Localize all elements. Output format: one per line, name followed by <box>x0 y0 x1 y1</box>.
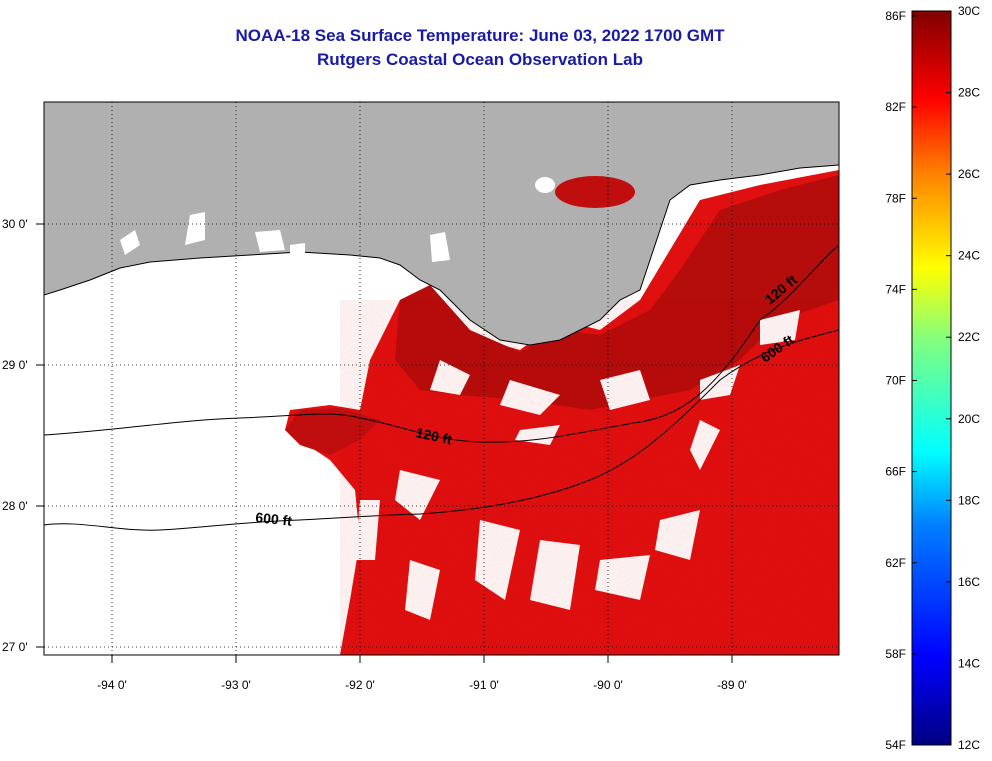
colorbar-c-label: 28C <box>958 86 980 100</box>
title-line-2: Rutgers Coastal Ocean Observation Lab <box>317 50 643 69</box>
map-area: 120 ft 600 ft 120 ft 600 ft <box>44 102 839 655</box>
title-line-1: NOAA-18 Sea Surface Temperature: June 03… <box>235 26 725 45</box>
colorbar-c-label: 30C <box>958 4 980 18</box>
lon-label: -91 0' <box>469 678 499 692</box>
lon-label: -92 0' <box>345 678 375 692</box>
lake-cloud <box>535 177 555 193</box>
colorbar-f-label: 66F <box>885 465 906 479</box>
colorbar-f-label: 74F <box>885 282 906 296</box>
colorbar-c-label: 22C <box>958 330 980 344</box>
colorbar-f-label: 62F <box>885 556 906 570</box>
lon-label: -89 0' <box>717 678 747 692</box>
lake-pontchartrain <box>555 176 635 208</box>
lat-label: 29 0' <box>2 358 28 372</box>
contour-label-120ft-a: 120 ft <box>414 424 453 447</box>
colorbar-f-labels: 86F 82F 78F 74F 70F 66F 62F 58F 54F <box>885 9 906 752</box>
colorbar-f-label: 78F <box>885 191 906 205</box>
axis-ticks <box>36 223 733 663</box>
colorbar-f-label: 86F <box>885 9 906 23</box>
isobaths <box>44 244 839 531</box>
colorbar-f-label: 54F <box>885 738 906 752</box>
lat-label: 27 0' <box>2 640 28 654</box>
colorbar-f-label: 58F <box>885 647 906 661</box>
isobath-120ft-west <box>44 244 839 443</box>
lon-label: -93 0' <box>221 678 251 692</box>
lat-label: 30 0' <box>2 217 28 231</box>
colorbar-c-label: 16C <box>958 575 980 589</box>
lon-label: -94 0' <box>97 678 127 692</box>
colorbar-f-label: 70F <box>885 374 906 388</box>
coastal-lakes <box>120 212 450 262</box>
longitude-labels: -94 0' -93 0' -92 0' -91 0' -90 0' -89 0… <box>97 678 747 692</box>
lat-label: 28 0' <box>2 499 28 513</box>
colorbar-c-label: 20C <box>958 412 980 426</box>
colorbar-c-label: 12C <box>958 738 980 752</box>
colorbar-c-label: 24C <box>958 249 980 263</box>
graticule <box>44 102 839 655</box>
sst-texture <box>340 300 839 655</box>
colorbar: 86F 82F 78F 74F 70F 66F 62F 58F 54F 30C 28C 26C 24C… <box>885 4 980 752</box>
colorbar-c-labels: 30C 28C 26C 24C 22C 20C 18C 16C 14C 12C <box>958 4 980 752</box>
latitude-labels: 30 0' 29 0' 28 0' 27 0' <box>2 217 28 654</box>
colorbar-ticks <box>912 10 951 746</box>
contour-label-600ft-a: 600 ft <box>255 509 293 529</box>
isobath-600ft <box>44 329 839 531</box>
colorbar-f-label: 82F <box>885 100 906 114</box>
map-frame <box>43 101 840 656</box>
lon-label: -90 0' <box>593 678 623 692</box>
colorbar-c-label: 14C <box>958 656 980 670</box>
land <box>44 102 839 346</box>
colorbar-c-label: 26C <box>958 167 980 181</box>
colorbar-scale <box>911 10 952 746</box>
colorbar-c-label: 18C <box>958 493 980 507</box>
